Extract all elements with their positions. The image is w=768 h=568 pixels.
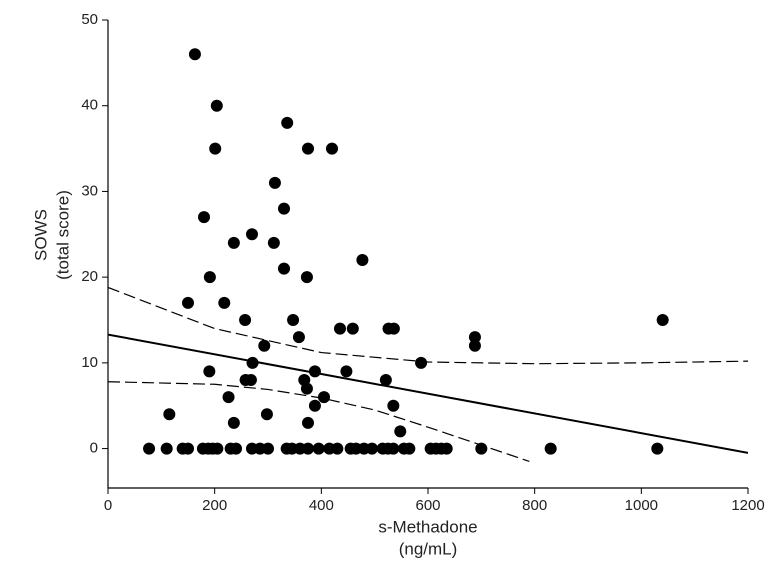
y-tick-label: 0 — [90, 440, 98, 457]
point — [468, 331, 481, 344]
point — [163, 408, 176, 421]
regression-line — [108, 333, 748, 454]
point — [387, 399, 400, 412]
confidence-band — [108, 286, 748, 365]
point — [246, 356, 259, 369]
point — [268, 176, 281, 189]
x-tick-label: 600 — [415, 497, 440, 514]
point — [246, 228, 258, 241]
point — [651, 442, 664, 455]
point — [143, 442, 156, 455]
point — [326, 142, 338, 155]
point — [188, 48, 201, 61]
y-tick-label: 50 — [81, 11, 98, 28]
point — [209, 142, 222, 155]
point — [475, 442, 488, 455]
point — [203, 365, 216, 378]
point — [302, 416, 314, 429]
x-tick-label: 1200 — [731, 497, 764, 514]
point — [379, 374, 392, 386]
point — [227, 416, 240, 429]
point — [244, 374, 257, 386]
point — [415, 356, 428, 369]
point — [182, 442, 194, 455]
point — [656, 314, 669, 326]
point — [334, 322, 346, 335]
point — [468, 339, 481, 352]
point — [346, 322, 359, 335]
point — [267, 236, 280, 249]
point — [262, 442, 274, 455]
x-tick-label: 800 — [522, 497, 547, 514]
x-tick-label: 400 — [309, 497, 334, 514]
point — [356, 254, 369, 266]
y-tick-label: 20 — [81, 268, 98, 285]
point — [340, 365, 353, 378]
point — [331, 442, 344, 455]
point — [302, 142, 314, 155]
y-axis-label: SOWS — [31, 209, 50, 261]
point — [227, 236, 240, 249]
point — [258, 339, 271, 352]
point — [210, 99, 223, 112]
point — [302, 442, 314, 455]
point — [211, 442, 224, 455]
point — [260, 408, 273, 421]
point — [387, 322, 400, 335]
point — [287, 314, 300, 326]
x-tick-label: 0 — [104, 497, 112, 514]
y-tick-label: 10 — [81, 354, 98, 371]
x-tick-label: 1000 — [625, 497, 658, 514]
point — [198, 211, 210, 224]
x-axis-label: s-Methadone — [378, 517, 477, 536]
point — [308, 399, 321, 412]
point — [387, 442, 400, 455]
point — [300, 382, 313, 395]
point — [403, 442, 416, 455]
point — [239, 314, 252, 326]
point — [230, 442, 242, 455]
point — [292, 331, 305, 344]
confidence-band — [108, 381, 530, 462]
y-tick-label: 30 — [81, 182, 98, 199]
x-tick-label: 200 — [202, 497, 227, 514]
y-axis-label: (total score) — [53, 190, 72, 280]
point — [203, 271, 216, 284]
point — [278, 202, 290, 215]
point — [278, 262, 290, 275]
point — [300, 271, 313, 284]
point — [366, 442, 378, 455]
point — [281, 116, 294, 129]
point — [318, 391, 330, 404]
point — [222, 391, 235, 404]
point — [160, 442, 173, 455]
point — [182, 296, 194, 309]
point — [544, 442, 557, 455]
x-axis-label: (ng/mL) — [399, 539, 458, 558]
point — [308, 365, 321, 378]
point — [440, 442, 453, 455]
point — [312, 442, 325, 455]
y-tick-label: 40 — [81, 97, 98, 114]
point — [394, 425, 407, 438]
point — [218, 296, 231, 309]
